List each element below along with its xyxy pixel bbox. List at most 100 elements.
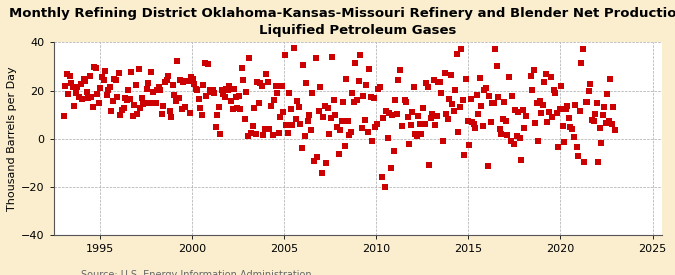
Point bbox=[209, 91, 219, 95]
Point bbox=[381, 109, 392, 114]
Point bbox=[80, 79, 90, 83]
Point bbox=[499, 100, 510, 104]
Point bbox=[58, 114, 69, 118]
Point bbox=[473, 112, 484, 116]
Point bbox=[284, 90, 295, 95]
Point bbox=[507, 94, 518, 98]
Point bbox=[369, 95, 379, 100]
Point bbox=[272, 91, 283, 95]
Point bbox=[574, 109, 585, 113]
Point bbox=[134, 67, 144, 72]
Point bbox=[122, 98, 132, 102]
Point bbox=[64, 74, 75, 79]
Point bbox=[253, 101, 264, 105]
Point bbox=[441, 112, 452, 116]
Point bbox=[331, 125, 342, 129]
Point bbox=[548, 88, 559, 93]
Point bbox=[518, 108, 529, 112]
Point bbox=[443, 97, 454, 101]
Point bbox=[467, 120, 478, 124]
Point bbox=[136, 96, 147, 101]
Point bbox=[229, 87, 240, 91]
Point bbox=[531, 100, 542, 105]
Point bbox=[470, 125, 481, 130]
Point bbox=[588, 119, 599, 123]
Point bbox=[346, 130, 356, 134]
Point bbox=[412, 134, 423, 138]
Point bbox=[198, 83, 209, 87]
Point bbox=[206, 89, 217, 94]
Point bbox=[107, 99, 118, 104]
Point bbox=[321, 161, 331, 166]
Point bbox=[446, 73, 456, 77]
Point bbox=[124, 97, 135, 101]
Point bbox=[535, 98, 545, 103]
Point bbox=[87, 104, 98, 109]
Point bbox=[242, 134, 253, 138]
Point bbox=[510, 108, 520, 112]
Point bbox=[340, 144, 350, 148]
Point bbox=[119, 96, 130, 101]
Point bbox=[450, 87, 460, 92]
Point bbox=[178, 80, 189, 84]
Point bbox=[429, 78, 439, 83]
Point bbox=[416, 131, 427, 136]
Point bbox=[63, 92, 74, 96]
Point bbox=[464, 143, 475, 147]
Point bbox=[442, 117, 453, 121]
Point bbox=[379, 185, 390, 189]
Point bbox=[306, 128, 317, 133]
Point bbox=[153, 85, 164, 89]
Point bbox=[396, 123, 407, 128]
Point bbox=[132, 112, 142, 116]
Point bbox=[487, 101, 497, 105]
Point bbox=[539, 80, 549, 85]
Point bbox=[146, 70, 157, 75]
Point bbox=[452, 52, 462, 57]
Point bbox=[84, 73, 95, 78]
Point bbox=[236, 65, 247, 70]
Point bbox=[193, 97, 204, 101]
Point bbox=[468, 122, 479, 127]
Point bbox=[375, 84, 385, 89]
Point bbox=[227, 107, 238, 111]
Point bbox=[299, 133, 310, 138]
Point bbox=[431, 114, 442, 119]
Point bbox=[482, 164, 493, 168]
Point bbox=[549, 91, 560, 95]
Point bbox=[462, 118, 473, 123]
Point bbox=[485, 119, 496, 124]
Point bbox=[270, 84, 281, 89]
Point bbox=[295, 122, 306, 126]
Point bbox=[497, 117, 508, 121]
Point bbox=[436, 91, 447, 95]
Point bbox=[258, 133, 269, 137]
Point bbox=[542, 120, 553, 124]
Point bbox=[423, 85, 433, 90]
Point bbox=[117, 108, 128, 112]
Point bbox=[384, 111, 395, 115]
Point bbox=[387, 113, 398, 117]
Point bbox=[70, 91, 81, 95]
Point bbox=[460, 77, 471, 81]
Point bbox=[218, 92, 229, 96]
Point bbox=[144, 101, 155, 105]
Point bbox=[252, 80, 263, 84]
Point bbox=[541, 72, 551, 76]
Point bbox=[213, 105, 224, 109]
Point bbox=[140, 100, 151, 105]
Point bbox=[109, 76, 119, 81]
Point bbox=[72, 85, 83, 89]
Point bbox=[437, 139, 448, 143]
Point bbox=[204, 88, 215, 93]
Point bbox=[304, 113, 315, 117]
Point bbox=[235, 107, 246, 111]
Point bbox=[367, 139, 378, 143]
Point bbox=[200, 61, 211, 65]
Point bbox=[151, 101, 161, 106]
Point bbox=[359, 117, 370, 122]
Point bbox=[364, 67, 375, 71]
Point bbox=[481, 86, 491, 90]
Point bbox=[477, 124, 488, 128]
Point bbox=[241, 90, 252, 95]
